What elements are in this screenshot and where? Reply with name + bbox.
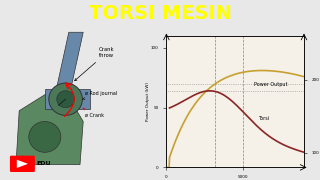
Polygon shape [56,32,83,91]
Text: EDU: EDU [36,161,51,166]
Text: ø Rod journal: ø Rod journal [83,91,117,99]
FancyBboxPatch shape [10,156,35,172]
Circle shape [49,83,83,115]
Polygon shape [16,91,83,165]
Y-axis label: Power Output (kW): Power Output (kW) [146,82,150,121]
Text: Power Output: Power Output [253,82,287,87]
Text: Crank
throw: Crank throw [75,47,115,81]
Text: ø Crank: ø Crank [83,108,104,118]
Text: Torsi: Torsi [258,116,269,121]
Polygon shape [45,89,90,109]
Text: TORSI MESIN: TORSI MESIN [89,4,231,22]
Circle shape [57,91,74,108]
Polygon shape [17,160,28,168]
Circle shape [29,122,61,152]
